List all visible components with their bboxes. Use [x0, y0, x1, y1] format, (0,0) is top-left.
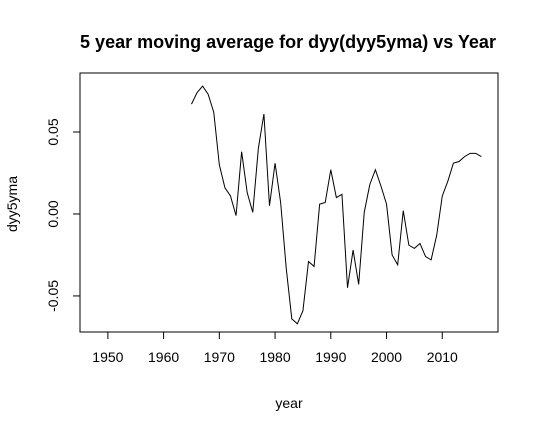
- y-tick-label: 0.00: [45, 200, 61, 227]
- x-tick-label: 2000: [371, 349, 402, 365]
- x-tick-label: 1960: [148, 349, 179, 365]
- x-tick-label: 2010: [427, 349, 458, 365]
- x-axis-label: year: [275, 395, 303, 411]
- y-tick-label: -0.05: [45, 280, 61, 312]
- y-tick-label: 0.05: [45, 118, 61, 145]
- x-tick-label: 1970: [204, 349, 235, 365]
- y-axis-label: dyy5yma: [4, 176, 20, 232]
- x-tick-label: 1990: [315, 349, 346, 365]
- series-line-dyy5yma: [191, 85, 482, 325]
- x-tick-label: 1980: [259, 349, 290, 365]
- x-axis: 1950 1960 1970 1980 1990 2000 2010: [92, 331, 458, 365]
- y-axis: -0.05 0.00 0.05: [45, 118, 81, 312]
- x-tick-label: 1950: [92, 349, 123, 365]
- chart-title: 5 year moving average for dyy(dyy5yma) v…: [80, 32, 496, 52]
